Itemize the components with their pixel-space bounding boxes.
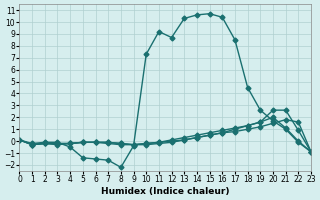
X-axis label: Humidex (Indice chaleur): Humidex (Indice chaleur) [101, 187, 229, 196]
